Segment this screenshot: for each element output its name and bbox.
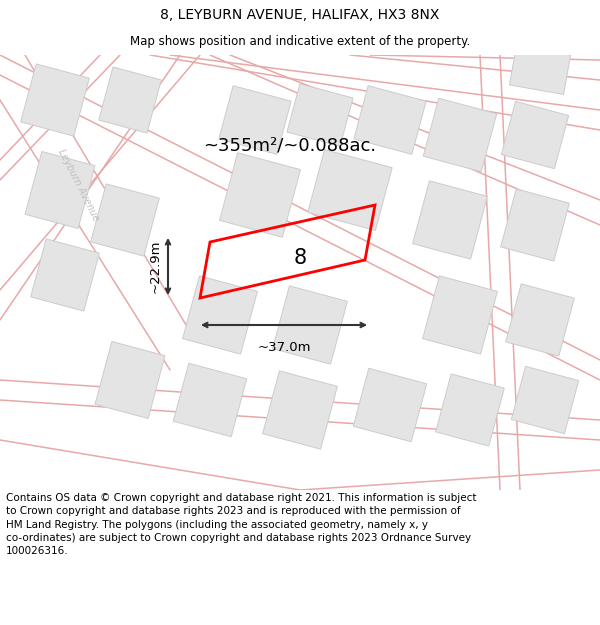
Polygon shape [220,152,301,238]
Polygon shape [353,368,427,442]
Polygon shape [436,374,505,446]
Polygon shape [272,286,347,364]
Text: Contains OS data © Crown copyright and database right 2021. This information is : Contains OS data © Crown copyright and d… [6,493,476,556]
Text: 8, LEYBURN AVENUE, HALIFAX, HX3 8NX: 8, LEYBURN AVENUE, HALIFAX, HX3 8NX [160,8,440,22]
Polygon shape [95,341,165,419]
Text: ~355m²/~0.088ac.: ~355m²/~0.088ac. [203,136,377,154]
Polygon shape [91,184,160,256]
Polygon shape [31,239,100,311]
Polygon shape [509,46,571,94]
Polygon shape [506,284,574,356]
Polygon shape [173,363,247,437]
Polygon shape [413,181,487,259]
Polygon shape [287,84,353,146]
Polygon shape [219,86,291,154]
Polygon shape [502,101,569,169]
Polygon shape [99,67,161,133]
Polygon shape [182,276,257,354]
Text: 8: 8 [293,248,307,268]
Polygon shape [25,151,95,229]
Polygon shape [423,98,497,172]
Text: ~22.9m: ~22.9m [149,240,162,293]
Polygon shape [20,64,89,136]
Polygon shape [308,149,392,231]
Polygon shape [422,276,497,354]
Text: Map shows position and indicative extent of the property.: Map shows position and indicative extent… [130,35,470,48]
Text: ~37.0m: ~37.0m [257,341,311,354]
Polygon shape [263,371,337,449]
Text: Leyburn Avenue: Leyburn Avenue [56,148,100,222]
Polygon shape [511,366,578,434]
Polygon shape [500,189,569,261]
Polygon shape [354,86,426,154]
